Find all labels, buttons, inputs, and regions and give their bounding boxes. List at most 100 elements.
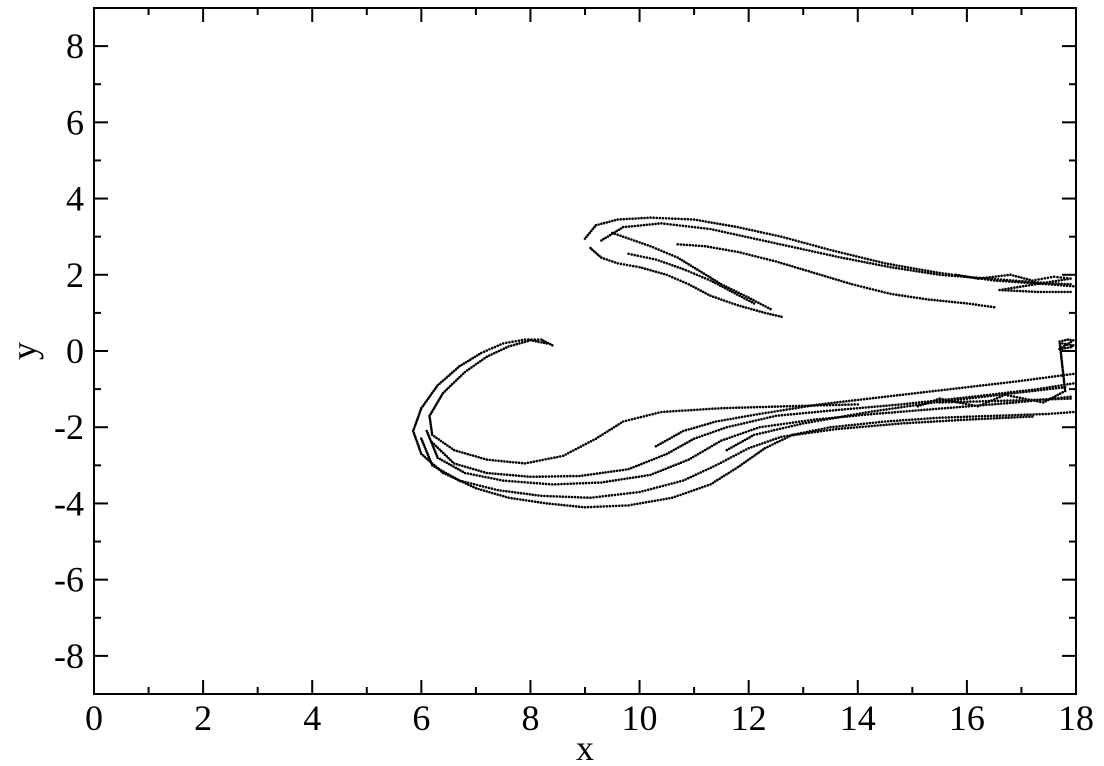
data-point (638, 490, 641, 494)
data-point (751, 229, 754, 232)
data-point (684, 428, 688, 432)
data-point (1010, 289, 1013, 292)
data-point (553, 456, 556, 459)
data-point (761, 442, 764, 445)
data-point (780, 435, 783, 439)
data-point (995, 416, 998, 420)
data-point (627, 237, 630, 240)
data-point (838, 425, 841, 428)
data-point (675, 433, 678, 437)
data-point (746, 437, 749, 441)
data-point (773, 410, 776, 413)
data-point (649, 473, 652, 477)
data-point (669, 465, 673, 469)
data-point (724, 458, 728, 462)
data-point (615, 229, 618, 233)
data-point (1023, 400, 1027, 403)
data-point (662, 498, 665, 501)
data-point (503, 473, 506, 476)
data-point (946, 406, 950, 410)
data-point (605, 505, 609, 508)
data-point (615, 424, 618, 428)
data-point (989, 417, 992, 420)
data-point (663, 410, 666, 414)
data-point (429, 420, 432, 424)
data-point (880, 264, 884, 267)
data-point (677, 432, 680, 435)
data-point (1063, 385, 1066, 389)
data-point (900, 403, 903, 406)
data-point (425, 399, 429, 402)
data-point (690, 489, 693, 493)
data-point (533, 500, 537, 504)
data-point (765, 257, 769, 261)
data-point (1041, 376, 1045, 380)
data-point (709, 466, 713, 470)
data-point (718, 477, 721, 481)
data-point (882, 423, 885, 427)
data-point (540, 338, 543, 341)
data-point (417, 444, 420, 447)
data-point (1022, 277, 1026, 280)
data-point (871, 288, 875, 291)
data-point (690, 408, 693, 412)
data-point (912, 296, 916, 299)
data-point (706, 432, 710, 436)
data-point (650, 458, 653, 462)
data-point (426, 431, 429, 435)
data-point (739, 450, 743, 454)
data-point (926, 420, 930, 424)
data-point (648, 413, 651, 417)
data-point (727, 457, 730, 461)
data-point (917, 401, 921, 404)
data-point (635, 491, 638, 494)
data-point (786, 413, 790, 416)
data-point (598, 254, 601, 258)
data-point (820, 427, 823, 431)
data-point (921, 403, 925, 406)
data-point (1024, 290, 1028, 293)
data-point (740, 415, 744, 419)
data-point (1014, 413, 1017, 417)
data-point (736, 304, 740, 307)
data-point (1063, 387, 1067, 391)
data-point (643, 267, 647, 271)
data-point (872, 259, 875, 262)
data-point (674, 463, 678, 467)
data-point (899, 410, 902, 414)
data-point (592, 438, 595, 442)
data-point (670, 482, 673, 485)
data-point (1002, 381, 1006, 385)
data-point (1057, 282, 1060, 285)
data-point (717, 428, 720, 432)
data-point (685, 261, 688, 265)
data-point (822, 409, 826, 413)
data-point (892, 266, 895, 269)
data-point (926, 269, 930, 273)
data-point (681, 409, 684, 412)
data-point (596, 253, 599, 256)
data-point (752, 445, 756, 448)
data-point (1051, 282, 1054, 285)
data-point (961, 402, 965, 405)
data-point (1027, 398, 1030, 401)
data-point (662, 272, 666, 276)
data-point (790, 245, 794, 249)
data-point (817, 428, 820, 431)
data-point (676, 265, 679, 269)
data-point (761, 304, 765, 307)
data-point (547, 475, 551, 478)
data-point (703, 448, 707, 452)
data-point (508, 490, 511, 493)
data-point (1072, 344, 1075, 347)
data-point (1005, 278, 1009, 282)
data-point (448, 445, 452, 449)
data-point (684, 478, 687, 481)
data-point (725, 448, 729, 452)
data-point (604, 494, 608, 498)
data-point (475, 354, 479, 357)
data-point (947, 274, 951, 277)
data-point (788, 237, 792, 241)
data-point (484, 485, 488, 489)
